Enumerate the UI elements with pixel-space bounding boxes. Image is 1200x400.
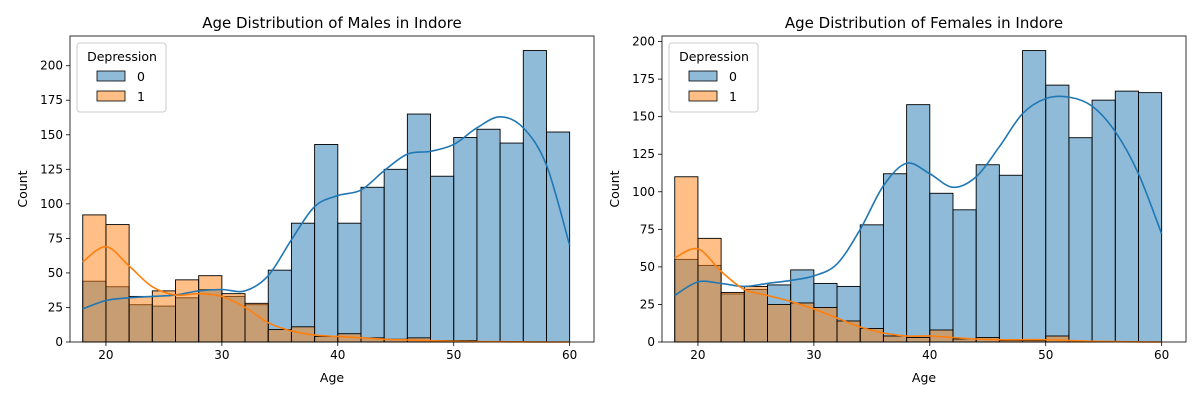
legend-swatch-0 (688, 70, 718, 82)
bar-series-0-bin-9 (882, 173, 908, 343)
x-tick-label: 50 (446, 348, 461, 362)
bar-series-1-bin-4 (175, 279, 200, 343)
bar-series-1-bin-5 (198, 275, 223, 343)
legend-label-1: 1 (729, 89, 737, 104)
x-tick-label: 50 (1038, 348, 1053, 362)
plot-frame (69, 35, 595, 343)
kde-line-series-0 (82, 116, 571, 310)
y-tick-label: 150 (40, 128, 63, 142)
y-tick-label: 150 (632, 110, 655, 124)
y-axis-label: Count (15, 170, 30, 207)
legend-label-1: 1 (137, 89, 145, 104)
bar-series-0-bin-15 (430, 175, 455, 343)
males-histogram-panel: Age Distribution of Males in Indore Age … (15, 14, 595, 385)
bar-series-0-bin-12 (360, 186, 385, 343)
bar-series-0-bin-10 (906, 104, 931, 343)
x-axis-label: Age (912, 370, 936, 385)
y-tick-label: 75 (48, 231, 63, 245)
y-tick-label: 200 (40, 59, 63, 73)
legend-label-0: 0 (137, 69, 145, 84)
x-tick-label: 20 (690, 348, 705, 362)
bar-series-0-bin-19 (1114, 90, 1139, 343)
plot-frame (661, 35, 1187, 343)
y-tick-label: 175 (40, 93, 63, 107)
bar-series-1-bin-4 (767, 303, 792, 343)
x-tick-label: 40 (330, 348, 345, 362)
legend-label-0: 0 (729, 69, 737, 84)
y-tick-label: 0 (55, 335, 63, 349)
bar-series-1-bin-3 (151, 290, 176, 343)
chart-title: Age Distribution of Males in Indore (202, 14, 462, 32)
bar-series-0-bin-19 (522, 50, 547, 343)
bar-series-0-bin-16 (453, 137, 478, 343)
y-tick-label: 50 (640, 260, 655, 274)
legend-swatch-0 (96, 70, 126, 82)
y-tick-label: 200 (632, 35, 655, 49)
bar-series-1-bin-2 (720, 291, 745, 343)
bar-series-0-bin-14 (406, 113, 431, 343)
y-tick-label: 25 (48, 300, 63, 314)
bar-series-0-bin-11 (929, 192, 954, 343)
bar-series-0-bin-9 (290, 222, 316, 343)
bar-series-1-bin-8 (267, 329, 292, 343)
y-tick-label: 25 (640, 297, 655, 311)
bar-series-0-bin-13 (383, 168, 408, 343)
bar-series-0-bin-8 (859, 224, 884, 343)
bar-series-1-bin-7 (836, 320, 861, 343)
x-tick-label: 20 (98, 348, 113, 362)
x-axis-label: Age (320, 370, 344, 385)
bar-series-1-bin-0 (674, 176, 699, 343)
legend-title: Depression (87, 49, 157, 64)
bar-series-0-bin-11 (337, 222, 362, 343)
legend-swatch-1 (96, 90, 126, 102)
x-tick-label: 30 (214, 348, 229, 362)
bar-series-0-bin-17 (1068, 137, 1093, 343)
bar-series-1-bin-9 (882, 335, 908, 343)
bar-series-0-bin-12 (952, 209, 977, 343)
bar-series-0-bin-15 (1022, 50, 1047, 343)
bar-series-0-bin-14 (998, 174, 1023, 343)
legend-swatch-1 (688, 90, 718, 102)
y-tick-label: 0 (647, 335, 655, 349)
bar-series-1-bin-10 (906, 337, 931, 343)
bar-series-1-bin-10 (314, 336, 339, 343)
y-tick-label: 125 (632, 147, 655, 161)
bar-series-1-bin-1 (105, 224, 130, 343)
chart-title: Age Distribution of Females in Indore (785, 14, 1063, 32)
females-histogram-panel: Age Distribution of Females in Indore Ag… (607, 14, 1187, 385)
bar-series-0-bin-20 (1138, 92, 1163, 343)
bar-series-0-bin-13 (975, 164, 1000, 343)
bar-series-0-bin-18 (1091, 99, 1116, 343)
legend: Depression 0 1 (76, 42, 167, 113)
x-tick-label: 30 (806, 348, 821, 362)
x-tick-label: 60 (1154, 348, 1169, 362)
y-axis-label: Count (607, 170, 622, 207)
bar-series-1-bin-5 (790, 302, 815, 343)
bar-series-0-bin-16 (1045, 84, 1070, 343)
bar-series-1-bin-0 (82, 214, 107, 343)
y-tick-label: 100 (632, 185, 655, 199)
y-tick-label: 175 (632, 72, 655, 86)
legend-title: Depression (679, 49, 749, 64)
legend: Depression 0 1 (668, 42, 759, 113)
bar-series-0-bin-17 (476, 128, 501, 343)
y-tick-label: 50 (48, 266, 63, 280)
x-tick-label: 60 (562, 348, 577, 362)
bar-series-0-bin-10 (314, 143, 339, 343)
kde-line-series-1 (674, 247, 1162, 343)
bar-series-1-bin-1 (697, 237, 722, 343)
kde-line-series-0 (674, 95, 1163, 297)
y-tick-label: 75 (640, 222, 655, 236)
y-tick-label: 125 (40, 162, 63, 176)
bar-series-1-bin-2 (128, 295, 153, 343)
x-tick-label: 40 (922, 348, 937, 362)
bar-series-0-bin-18 (499, 142, 524, 343)
bar-series-0-bin-20 (546, 131, 571, 343)
y-tick-label: 100 (40, 197, 63, 211)
